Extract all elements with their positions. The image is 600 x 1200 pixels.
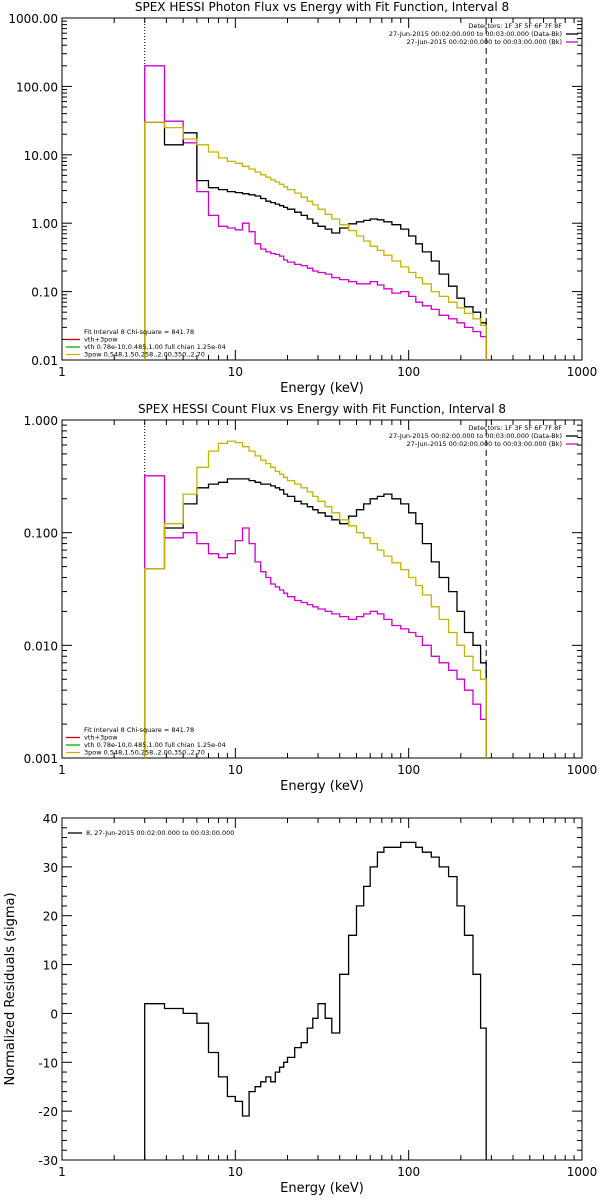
x-tick-label: 10 (228, 365, 243, 379)
x-tick-label: 1000 (567, 1165, 598, 1179)
y-tick-label: 10 (43, 959, 58, 973)
x-tick-label: 1000 (567, 763, 598, 777)
x-tick-label: 1 (58, 1165, 66, 1179)
chart-title: SPEX HESSI Photon Flux vs Energy with Fi… (135, 0, 509, 14)
legend-entry: 27-Jun-2015 00:02:00.000 to 00:03:00.000… (407, 38, 562, 46)
x-axis-label: Energy (keV) (280, 779, 364, 794)
legend-entry: Fit Interval 8 Chi-square = 841.78 (84, 328, 194, 336)
series-line (144, 440, 487, 758)
legend-entry: 27-Jun-2015 00:02:00.000 to 00:03:00.000… (389, 30, 562, 38)
x-tick-label: 10 (228, 1165, 243, 1179)
y-tick-label: 0.001 (24, 752, 58, 766)
x-tick-label: 100 (397, 1165, 420, 1179)
series-line (144, 121, 487, 360)
x-tick-label: 10 (228, 763, 243, 777)
legend-entry: vth 0.78e-10,0.485,1.00 full chian 1.25e… (84, 343, 226, 351)
y-axis-label: Normalized Residuals (sigma) (3, 892, 18, 1085)
y-tick-label: 0.010 (24, 639, 58, 653)
series-line (144, 65, 487, 360)
series-line (144, 478, 487, 758)
x-tick-label: 100 (397, 763, 420, 777)
x-tick-label: 100 (397, 365, 420, 379)
y-tick-label: 10.00 (24, 149, 58, 163)
x-tick-label: 1 (58, 365, 66, 379)
y-tick-label: 100.00 (16, 80, 58, 94)
y-tick-label: -10 (38, 1056, 58, 1070)
legend-entry: 3pow 0.548,1.50,258.,2.00,350.,2.70 (84, 749, 205, 757)
x-axis-label: Energy (keV) (280, 381, 364, 396)
legend-entry: 27-Jun-2015 00:02:00.000 to 00:03:00.000… (407, 440, 562, 448)
legend-entry: Fit Interval 8 Chi-square = 841.78 (84, 726, 194, 734)
y-tick-label: 30 (43, 861, 58, 875)
x-tick-label: 1000 (567, 365, 598, 379)
x-tick-label: 1 (58, 763, 66, 777)
series-line (144, 475, 487, 758)
chart-title: SPEX HESSI Count Flux vs Energy with Fit… (138, 402, 506, 416)
y-tick-label: 20 (43, 910, 58, 924)
x-axis-label: Energy (keV) (280, 1181, 364, 1196)
y-tick-label: 1.000 (24, 414, 58, 428)
y-tick-label: 0.100 (24, 527, 58, 541)
legend-entry: vth+3pow (84, 734, 118, 742)
y-tick-label: 0.10 (31, 286, 58, 300)
plot-frame (61, 419, 583, 759)
legend-entry: 27-Jun-2015 00:02:00.000 to 00:03:00.000… (389, 432, 562, 440)
y-tick-label: 0.01 (31, 354, 58, 368)
legend-entry: 8, 27-Jun-2015 00:02:00.000 to 00:03:00.… (86, 829, 234, 837)
plot-frame (61, 817, 583, 1161)
legend-entry: vth 0.78e-10,0.485,1.00 full chian 1.25e… (84, 741, 226, 749)
series-line (144, 841, 487, 1160)
legend-entry: Detectors: 1F 3F 5F 6F 7F 8F (468, 22, 562, 30)
y-tick-label: 0 (50, 1007, 58, 1021)
y-tick-label: -20 (38, 1105, 58, 1119)
y-tick-label: 1.00 (31, 217, 58, 231)
legend-entry: Detectors: 1F 3F 5F 6F 7F 8F (468, 424, 562, 432)
series-line (144, 121, 487, 360)
legend-entry: 3pow 0.548,1.50,258.,2.00,350.,2.70 (84, 351, 205, 359)
y-tick-label: 40 (43, 812, 58, 826)
y-tick-label: -30 (38, 1154, 58, 1168)
legend-entry: vth+3pow (84, 336, 118, 344)
plot-frame (61, 17, 583, 361)
y-tick-label: 1000.00 (8, 12, 58, 26)
